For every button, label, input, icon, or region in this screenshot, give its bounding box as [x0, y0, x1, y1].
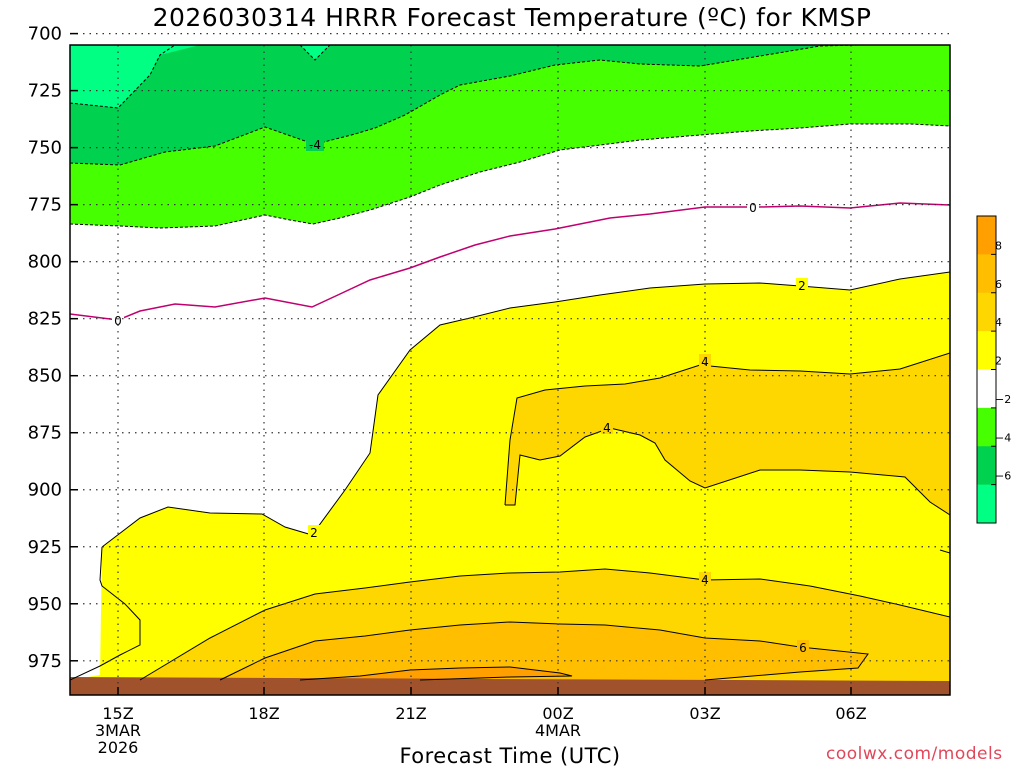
x-tick-label: 4MAR	[535, 721, 581, 740]
contour-4-lower	[139, 568, 950, 681]
colorbar-swatch	[977, 446, 996, 486]
colorbar-swatch	[977, 484, 996, 524]
y-tick-label: 925	[28, 537, 62, 558]
y-tick-label: 825	[28, 309, 62, 330]
colorbar-label: −4	[995, 431, 1011, 444]
fill-band-6-8	[220, 622, 868, 684]
contour-label: 0	[749, 201, 757, 215]
contour-label: 4	[603, 421, 611, 435]
x-tick-label: 15Z	[102, 704, 133, 723]
contour-label: 6	[799, 641, 807, 655]
contour-label: 4	[701, 573, 709, 587]
colorbar-swatch	[977, 407, 996, 447]
colorbar-label: 6	[995, 278, 1002, 291]
contour-label: 0	[114, 314, 122, 328]
contour-8	[299, 666, 573, 681]
chart-title: 2026030314 HRRR Forecast Temperature (ºC…	[152, 3, 872, 32]
y-tick-label: 700	[28, 24, 62, 45]
contour-minus4	[70, 45, 861, 166]
contour-zero	[70, 202, 950, 321]
x-tick-label: 00Z	[542, 704, 573, 723]
x-tick-label: 03Z	[689, 704, 720, 723]
y-tick-label: 725	[28, 81, 62, 102]
y-tick-label: 950	[28, 594, 62, 615]
contour-4-upper	[504, 352, 950, 516]
colorbar-swatch	[977, 369, 996, 409]
credit-text: coolwx.com/models	[826, 744, 1003, 764]
colorbar-swatch	[977, 216, 996, 255]
colorbar-label: 2	[995, 355, 1002, 368]
colorbar-label: 8	[995, 239, 1002, 252]
x-tick-label: 3MAR	[95, 721, 141, 740]
y-tick-label: 975	[28, 651, 62, 672]
x-tick-label: 18Z	[248, 704, 279, 723]
contour-minus6	[70, 45, 331, 109]
x-tick-label: 06Z	[835, 704, 866, 723]
contour-6	[219, 621, 869, 681]
x-tick-label: 2026	[98, 738, 139, 757]
contour-lines	[70, 45, 950, 681]
fill-band-minus4-minus6	[70, 45, 950, 165]
y-axis: 700 725 750 775 800 825 850 875 900 925 950 975	[28, 24, 78, 672]
contour-minus2	[70, 123, 950, 229]
x-axis-title: Forecast Time (UTC)	[399, 744, 621, 768]
colorbar-label: −6	[995, 470, 1011, 483]
colorbar-swatch	[977, 331, 996, 370]
y-tick-label: 900	[28, 480, 62, 501]
contour-edge-tick	[939, 549, 950, 554]
contour-label: -4	[309, 138, 321, 152]
plot-frame	[69, 44, 951, 696]
colorbar: 8 6 4 2 −2 −4 −6	[976, 215, 1011, 524]
colorbar-swatch	[977, 292, 996, 332]
fill-band-below-minus6	[70, 45, 330, 108]
y-tick-label: 800	[28, 252, 62, 273]
y-tick-label: 875	[28, 423, 62, 444]
x-tick-label: 21Z	[395, 704, 426, 723]
y-tick-label: 775	[28, 195, 62, 216]
colorbar-label: −2	[995, 393, 1011, 406]
fill-band-4-6-upper	[505, 353, 950, 515]
contour-2	[70, 271, 950, 681]
ground	[70, 677, 950, 695]
y-tick-label: 750	[28, 138, 62, 159]
contour-label: 2	[310, 526, 318, 540]
colorbar-swatch	[977, 254, 996, 294]
colorbar-label: 4	[995, 316, 1002, 329]
contour-fills	[70, 45, 950, 695]
gridlines	[70, 32, 950, 695]
contour-label: 4	[701, 355, 709, 369]
contour-label-group: -4 0 0 2 2 4 4 4 6	[112, 137, 809, 655]
contour-label: 2	[798, 279, 806, 293]
y-tick-label: 850	[28, 366, 62, 387]
